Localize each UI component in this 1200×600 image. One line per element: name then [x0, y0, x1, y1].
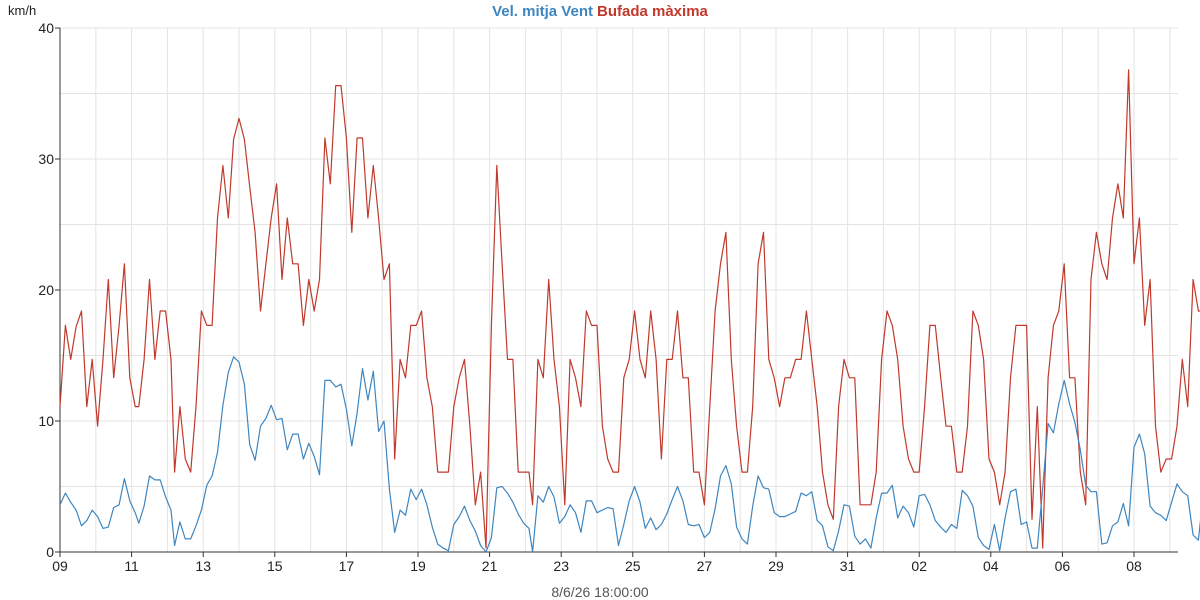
y-tick-label: 10: [38, 413, 54, 429]
x-tick-label: 17: [339, 558, 355, 574]
x-tick-label: 15: [267, 558, 283, 574]
chart-legend-title: Vel. mitja Vent Bufada màxima: [0, 3, 1200, 20]
legend-max-gust[interactable]: Bufada màxima: [597, 3, 708, 20]
y-tick-label: 0: [46, 544, 54, 560]
series-line-avg-wind: [59, 356, 1200, 553]
x-tick-label: 09: [52, 558, 68, 574]
x-tick-label: 25: [625, 558, 641, 574]
x-tick-label: 27: [697, 558, 713, 574]
x-tick-label: 29: [768, 558, 784, 574]
y-axis-unit-label: km/h: [8, 3, 37, 18]
x-tick-label: 31: [840, 558, 856, 574]
x-tick-label: 21: [482, 558, 498, 574]
x-tick-label: 11: [124, 558, 139, 574]
x-tick-label: 04: [983, 558, 999, 574]
x-tick-label: 23: [553, 558, 569, 574]
y-tick-label: 20: [38, 282, 54, 298]
x-tick-label: 08: [1126, 558, 1142, 574]
x-tick-label: 02: [911, 558, 927, 574]
x-tick-label: 06: [1055, 558, 1071, 574]
x-tick-label: 13: [195, 558, 211, 574]
legend-avg-wind[interactable]: Vel. mitja Vent: [492, 3, 593, 20]
y-tick-label: 40: [38, 20, 54, 36]
y-tick-label: 30: [38, 151, 54, 167]
x-tick-label: 19: [410, 558, 426, 574]
timestamp-label: 8/6/26 18:00:00: [551, 584, 649, 600]
series-line-max-gust: [59, 69, 1200, 549]
